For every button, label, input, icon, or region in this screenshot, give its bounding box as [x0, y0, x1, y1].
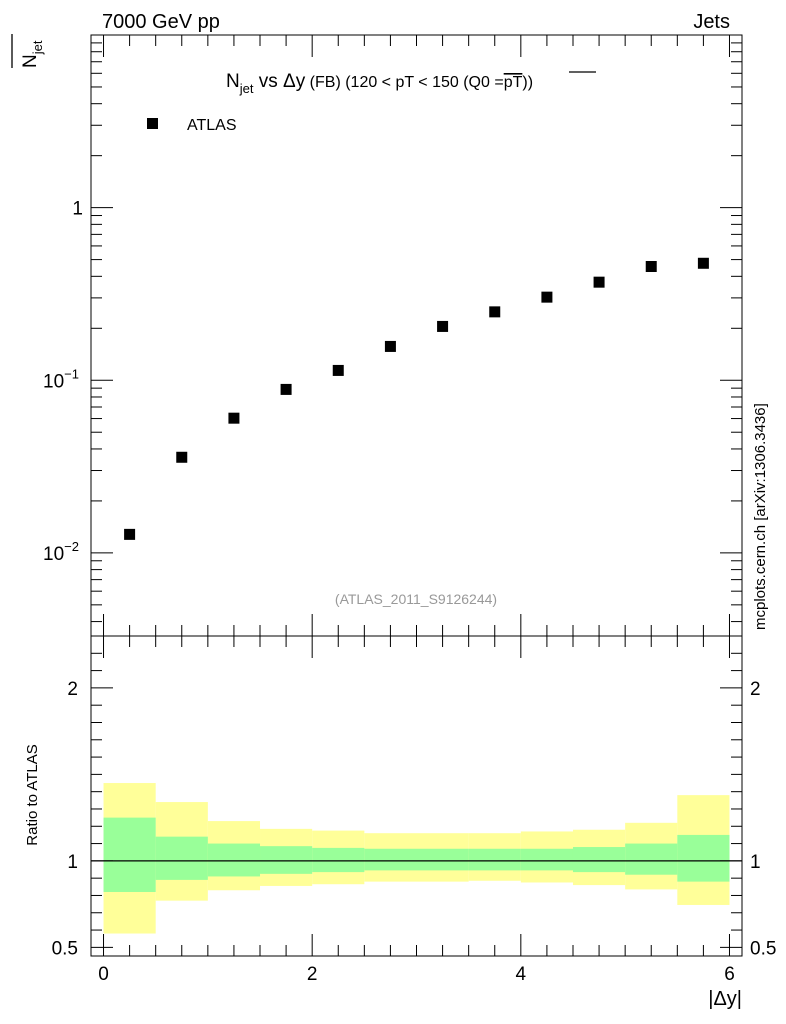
inner-band-bin [572, 847, 626, 873]
atlas-data-point [176, 451, 188, 463]
ratio-axis-ticks: 0.5 0.5 1 1 2 2 0 2 4 6 [52, 635, 776, 985]
title-paren: (FB) (120 < pT < 150 (Q0 = [305, 74, 503, 91]
title-overline: pT [504, 74, 523, 91]
title-n: N [226, 71, 240, 92]
inner-band-bin [103, 817, 156, 892]
atlas-data-point [437, 320, 449, 332]
side-credit: mcplots.cern.ch [arXiv:1306.3436] [752, 403, 769, 630]
main-ylabel-n: N [20, 54, 41, 68]
inner-band-bin [207, 843, 261, 877]
ratio-y-tick-label-left: 2 [67, 679, 78, 700]
title-sub: jet [239, 81, 254, 96]
atlas-data-point [489, 306, 501, 318]
tick-exponent: −2 [64, 539, 79, 554]
ratio-plot-frame [90, 635, 743, 957]
main-y-tick-label: 10−2 [43, 539, 79, 565]
x-tick-label: 2 [307, 964, 318, 985]
atlas-data-point [593, 276, 605, 288]
inner-band-bin [468, 848, 521, 871]
inner-band-bin [260, 846, 313, 874]
x-tick-label: 0 [98, 964, 109, 985]
ratio-y-tick-label-left: 0.5 [52, 938, 78, 959]
x-axis-label: |Δy| [708, 988, 742, 1010]
legend-marker [147, 118, 158, 129]
main-y-tick-label: 1 [72, 199, 83, 220]
plot-title: Njet vs Δy (FB) (120 < pT < 150 (Q0 =pT)… [226, 71, 533, 96]
atlas-data-point [645, 260, 657, 272]
main-y-tick-label: 10−1 [43, 366, 79, 392]
header-process-label: Jets [693, 11, 730, 33]
analysis-watermark: (ATLAS_2011_S9126244) [335, 591, 497, 607]
title-vs: vs Δy [253, 71, 305, 92]
atlas-data-point [228, 412, 240, 424]
inner-band-bin [416, 848, 469, 871]
ratio-y-tick-label-left: 1 [67, 852, 78, 873]
tick-base: 10 [43, 371, 64, 392]
atlas-data-point [124, 528, 136, 540]
inner-band-bin [625, 843, 678, 875]
ratio-y-tick-label-right: 2 [750, 679, 761, 700]
legend-label: ATLAS [187, 117, 237, 134]
x-tick-label: 6 [724, 964, 735, 985]
inner-band-bin [520, 848, 573, 871]
main-ylabel-sub: jet [30, 40, 45, 55]
ratio-y-tick-label-right: 1 [750, 852, 761, 873]
title-close: )) [522, 74, 533, 91]
ratio-ylabel: Ratio to ATLAS [24, 744, 41, 845]
atlas-data-point [384, 340, 396, 352]
x-tick-label: 4 [516, 964, 527, 985]
main-ylabel: Njet [20, 40, 45, 68]
tick-base: 10 [43, 544, 64, 565]
atlas-data-points [124, 257, 709, 540]
tick-exponent: −1 [64, 366, 79, 381]
ratio-bands [103, 783, 730, 934]
inner-band-bin [364, 848, 417, 871]
atlas-data-point [280, 383, 292, 395]
atlas-data-point [332, 364, 344, 376]
atlas-data-point [541, 291, 553, 303]
main-ylabel-text: Njet [20, 40, 45, 68]
inner-band-bin [677, 834, 730, 882]
main-axis-ticks: 10−210−11 [43, 34, 742, 636]
inner-band-bin [312, 847, 365, 873]
header-energy-label: 7000 GeV pp [102, 11, 220, 33]
inner-band-bin [155, 836, 208, 880]
atlas-data-point [697, 257, 709, 269]
ratio-y-tick-label-right: 0.5 [750, 938, 776, 959]
